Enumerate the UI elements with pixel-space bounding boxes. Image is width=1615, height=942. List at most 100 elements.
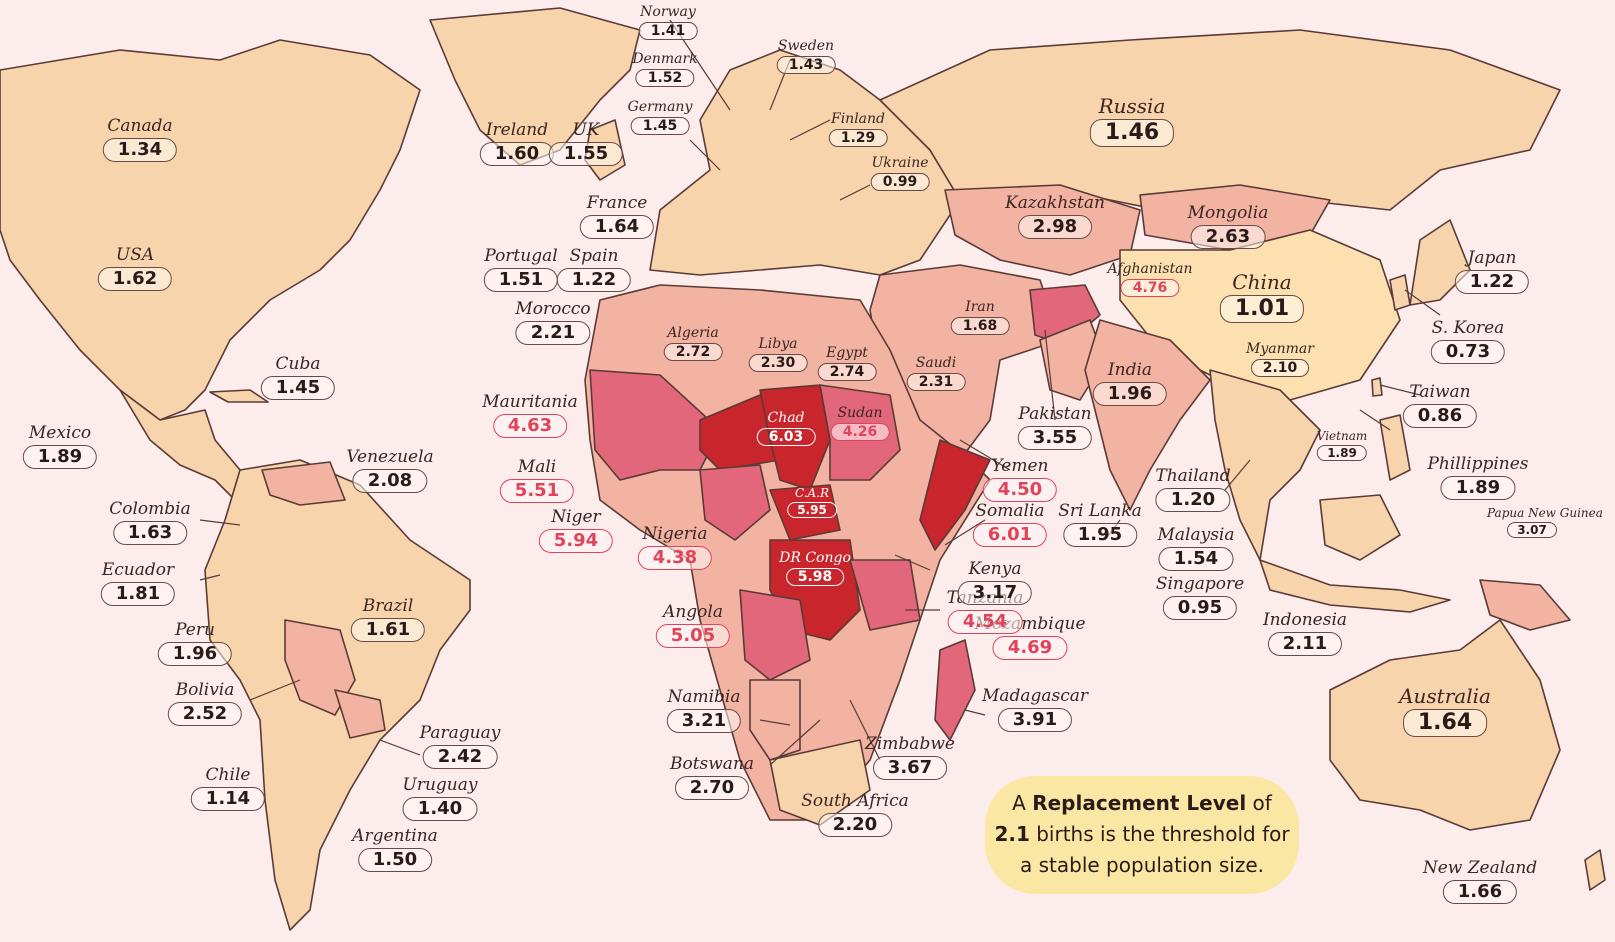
- country-label-norway: Norway 1.41: [638, 5, 698, 40]
- fertility-value: 0.86: [1402, 404, 1478, 428]
- country-label-usa: USA 1.62: [97, 245, 173, 291]
- country-label-kazakhstan: Kazakhstan 2.98: [1005, 195, 1105, 239]
- fertility-value: 4.63: [492, 414, 568, 438]
- fertility-value: 2.42: [422, 745, 498, 769]
- country-name: Uruguay: [402, 775, 478, 795]
- country-name: DR Congo: [779, 550, 851, 566]
- country-label-niger: Niger 5.94: [538, 509, 614, 553]
- country-name: Argentina: [352, 826, 438, 846]
- fertility-value: 1.95: [1062, 523, 1138, 547]
- png-shape: [1479, 579, 1571, 631]
- country-name: China: [1232, 270, 1292, 294]
- country-name: Cuba: [275, 354, 321, 374]
- fertility-value: 1.96: [1092, 382, 1168, 406]
- fertility-value: 1.52: [635, 69, 695, 87]
- fertility-value: 2.08: [352, 469, 428, 493]
- country-name: Taiwan: [1409, 382, 1471, 402]
- korea-shape: [1389, 274, 1411, 311]
- country-label-portugal: Portugal 1.51: [483, 248, 559, 292]
- country-label-morocco: Morocco 2.21: [515, 301, 591, 345]
- fertility-value: 1.60: [479, 142, 555, 166]
- country-name: Egypt: [826, 345, 868, 361]
- country-name: Algeria: [667, 325, 719, 341]
- country-label-brazil: Brazil 1.61: [350, 598, 426, 642]
- country-label-pakistan: Pakistan 3.55: [1017, 404, 1093, 450]
- country-name: Somalia: [975, 501, 1045, 521]
- fertility-value: 1.14: [190, 787, 266, 811]
- fertility-value: 1.43: [776, 56, 836, 74]
- country-label-paraguay: Paraguay 2.42: [420, 725, 500, 769]
- country-name: Sweden: [777, 38, 835, 54]
- country-label-sri-lanka: Sri Lanka 1.95: [1058, 501, 1142, 547]
- country-name: New Zealand: [1422, 858, 1538, 878]
- note-mid-2: births is the threshold for: [1029, 822, 1290, 846]
- country-name: Canada: [107, 116, 173, 136]
- russia-shape: [879, 29, 1561, 211]
- country-label-ireland: Ireland 1.60: [479, 122, 555, 166]
- country-name: Saudi: [915, 355, 957, 371]
- fertility-value: 2.70: [674, 776, 750, 800]
- india-shape: [1084, 319, 1211, 511]
- fertility-value: 3.21: [666, 709, 742, 733]
- country-label-russia: Russia 1.46: [1089, 94, 1175, 147]
- new-zealand-shape: [1584, 849, 1606, 891]
- fertility-value: 5.94: [538, 529, 614, 553]
- car-shape: [769, 484, 841, 541]
- country-label-colombia: Colombia 1.63: [109, 501, 191, 545]
- south-africa-shape: [769, 739, 871, 826]
- country-label-algeria: Algeria 2.72: [663, 325, 723, 361]
- fertility-value: 1.01: [1219, 295, 1305, 323]
- fertility-value: 1.20: [1155, 488, 1231, 512]
- fertility-value: 3.55: [1017, 426, 1093, 450]
- country-label-chile: Chile 1.14: [190, 767, 266, 811]
- country-label-mongolia: Mongolia 2.63: [1187, 203, 1269, 249]
- country-label-egypt: Egypt 2.74: [817, 345, 877, 381]
- fertility-value: 3.67: [872, 756, 948, 780]
- country-name: Russia: [1098, 94, 1166, 118]
- country-name: Ecuador: [101, 560, 175, 580]
- country-name: Pakistan: [1018, 404, 1092, 424]
- note-line-3: a stable population size.: [1020, 853, 1264, 877]
- country-name: Peru: [175, 620, 215, 640]
- country-label-india: India 1.96: [1092, 362, 1168, 406]
- fertility-value: 2.72: [663, 343, 723, 361]
- country-label-spain: Spain 1.22: [556, 248, 632, 292]
- country-name: Thailand: [1155, 466, 1231, 486]
- country-label-somalia: Somalia 6.01: [972, 501, 1048, 547]
- country-name: Chad: [767, 410, 805, 426]
- fertility-value: 1.55: [548, 142, 624, 166]
- country-name: Mongolia: [1187, 203, 1269, 223]
- country-name: S. Korea: [1431, 318, 1505, 338]
- fertility-value: 5.95: [787, 502, 837, 518]
- country-name: Phillippines: [1427, 454, 1529, 474]
- fertility-value: 1.22: [1454, 270, 1530, 294]
- fertility-value: 1.50: [357, 848, 433, 872]
- country-name: Venezuela: [346, 447, 434, 467]
- country-name: Papua New Guinea: [1487, 506, 1603, 520]
- country-label-china: China 1.01: [1219, 270, 1305, 323]
- fertility-value: 1.51: [483, 268, 559, 292]
- country-name: Colombia: [109, 499, 191, 519]
- mauritania-mali-shape: [589, 369, 721, 481]
- fertility-value: 1.54: [1158, 547, 1234, 571]
- fertility-value: 1.40: [402, 797, 478, 821]
- country-name: Malaysia: [1157, 525, 1235, 545]
- country-name: Madagascar: [981, 686, 1089, 706]
- country-label-sudan: Sudan 4.26: [830, 406, 890, 441]
- country-name: USA: [115, 245, 155, 265]
- country-name: Japan: [1467, 248, 1517, 268]
- tanzania-shape: [849, 559, 921, 631]
- country-label-australia: Australia 1.64: [1399, 686, 1491, 737]
- country-label-malaysia: Malaysia 1.54: [1157, 525, 1235, 571]
- country-name: Sri Lanka: [1058, 501, 1142, 521]
- fertility-value: 1.68: [950, 317, 1010, 335]
- country-label-south-africa: South Africa 2.20: [801, 793, 909, 837]
- country-label-ukraine: Ukraine 0.99: [870, 156, 930, 191]
- fertility-value: 4.69: [992, 636, 1068, 660]
- country-label-singapore: Singapore 0.95: [1156, 576, 1244, 620]
- country-label-taiwan: Taiwan 0.86: [1402, 382, 1478, 428]
- fertility-value: 6.03: [756, 428, 816, 446]
- greenland-shape: [429, 7, 641, 166]
- fertility-value: 2.63: [1190, 225, 1266, 249]
